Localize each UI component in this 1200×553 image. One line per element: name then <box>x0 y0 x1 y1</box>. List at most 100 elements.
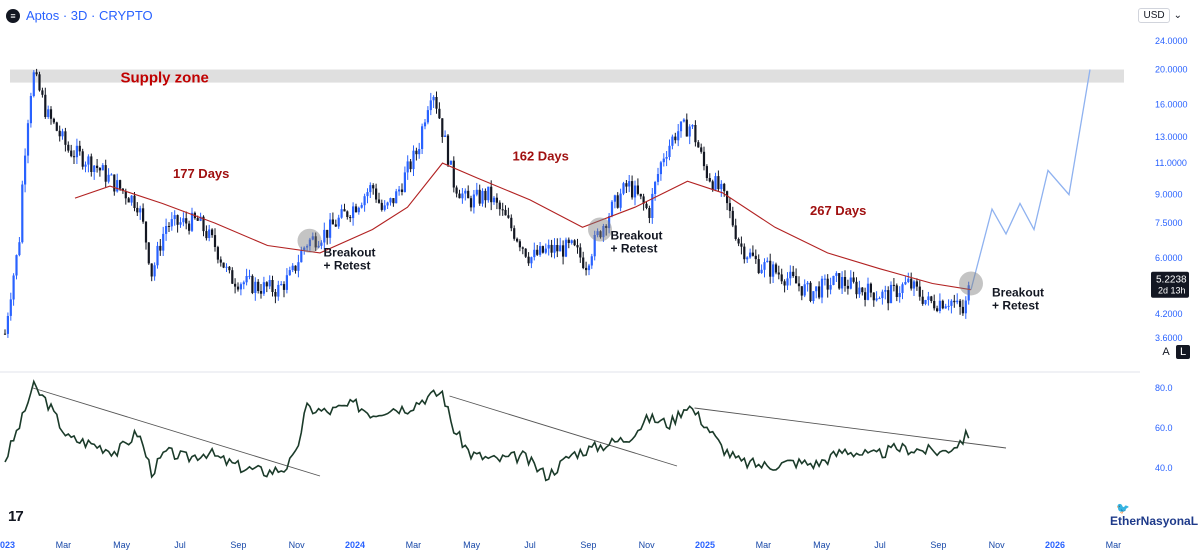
candle-body <box>426 110 429 123</box>
candle-body <box>101 165 104 171</box>
candle-body <box>455 187 458 194</box>
candle-body <box>662 158 665 163</box>
oscillator-trendline <box>449 395 678 467</box>
time-tick-label: Nov <box>639 540 656 550</box>
candle-body <box>734 225 737 239</box>
candle-body <box>139 208 142 213</box>
candle-body <box>573 240 576 246</box>
breakout-circle <box>959 271 983 296</box>
candle-body <box>144 221 148 243</box>
retest-label: + Retest <box>611 242 658 256</box>
time-tick-label: Mar <box>56 540 72 550</box>
candle-body <box>392 198 395 204</box>
candle-body <box>153 265 156 277</box>
candle-body <box>32 72 35 96</box>
time-axis[interactable]: 2023 Mar May Jul Sep Nov 2024 Mar May Jul Sep Nov 20… <box>0 540 1121 550</box>
candle-body <box>930 296 933 301</box>
symbol-header[interactable]: ≡ Aptos · 3D · CRYPTO <box>6 8 153 23</box>
candle-body <box>774 264 778 273</box>
candle-body <box>251 275 254 293</box>
candle-body <box>562 245 565 257</box>
breakout-label: Breakout <box>324 246 376 260</box>
candle-body <box>228 266 231 271</box>
candle-body <box>751 252 754 256</box>
candle-body <box>846 285 849 289</box>
breakout-circle <box>297 228 322 253</box>
candle-body <box>720 183 723 190</box>
candle-body <box>576 245 579 248</box>
candle-body <box>340 209 343 218</box>
candle-body <box>881 291 884 299</box>
candle-body <box>119 180 122 189</box>
candle-body <box>372 185 375 189</box>
candle-body <box>280 284 283 286</box>
price-tick-label: 20.0000 <box>1155 65 1188 75</box>
candle-body <box>711 181 714 190</box>
candle-body <box>855 281 858 295</box>
candle-body <box>559 245 562 252</box>
time-tick-label: Sep <box>930 540 946 550</box>
candle-body <box>208 229 211 238</box>
oscillator-trendlines <box>32 387 1007 477</box>
candle-body <box>288 270 291 276</box>
candle-body <box>924 300 927 304</box>
candle-body <box>35 72 38 75</box>
candle-body <box>915 281 918 287</box>
candle-body <box>429 100 432 111</box>
candle-body <box>760 269 763 273</box>
current-price-label: 5.2238 <box>1156 275 1187 286</box>
candle-body <box>731 210 734 226</box>
candle-body <box>633 185 637 198</box>
candle-body <box>236 286 240 290</box>
candle-body <box>674 136 677 141</box>
candle-body <box>645 203 648 208</box>
candle-body <box>9 299 12 316</box>
symbol-title: Aptos · 3D · CRYPTO <box>26 8 153 23</box>
candle-body <box>941 300 944 309</box>
time-tick-label: Mar <box>1106 540 1122 550</box>
candle-body <box>492 197 496 203</box>
candle-body <box>44 94 47 117</box>
candle-body <box>26 123 30 156</box>
candle-body <box>567 239 570 243</box>
candle-body <box>213 235 217 247</box>
candle-body <box>435 97 438 109</box>
candle-body <box>636 185 639 194</box>
current-price-badge <box>1151 271 1189 298</box>
candle-body <box>726 191 729 204</box>
candle-body <box>806 282 809 285</box>
tradingview-logo[interactable]: 17 <box>8 508 24 525</box>
auto-scale-button[interactable]: A <box>1162 346 1170 358</box>
cycle-label: 267 Days <box>810 203 866 218</box>
aptos-logo-icon: ≡ <box>6 8 20 23</box>
candle-body <box>504 209 507 216</box>
retest-label: + Retest <box>324 259 371 273</box>
candle-body <box>245 276 248 283</box>
candle-body <box>150 263 153 277</box>
time-tick-label: Jul <box>524 540 536 550</box>
candle-body <box>55 122 58 131</box>
candle-body <box>170 219 173 227</box>
candle-body <box>849 277 852 289</box>
candle-body <box>472 194 475 208</box>
candle-body <box>953 300 956 303</box>
candle-body <box>858 287 861 295</box>
candle-body <box>820 278 824 298</box>
candle-body <box>274 292 277 297</box>
candle-body <box>366 192 369 197</box>
candle-body <box>242 282 245 285</box>
price-axis[interactable]: 24.0000 20.0000 16.0000 13.0000 11.0000 9.000… <box>1151 36 1189 343</box>
candle-body <box>421 126 424 149</box>
candle-body <box>334 224 337 227</box>
candle-body <box>418 149 421 155</box>
log-scale-button[interactable]: L <box>1176 345 1190 359</box>
candle-body <box>18 242 21 256</box>
candle-body <box>389 198 392 203</box>
candle-body <box>162 233 165 251</box>
candle-body <box>337 217 340 227</box>
candle-body <box>714 176 717 190</box>
currency-selector[interactable]: USD ⌄ <box>1138 8 1182 23</box>
candle-body <box>196 218 199 221</box>
candle-body <box>936 308 939 311</box>
candle-body <box>789 271 792 279</box>
